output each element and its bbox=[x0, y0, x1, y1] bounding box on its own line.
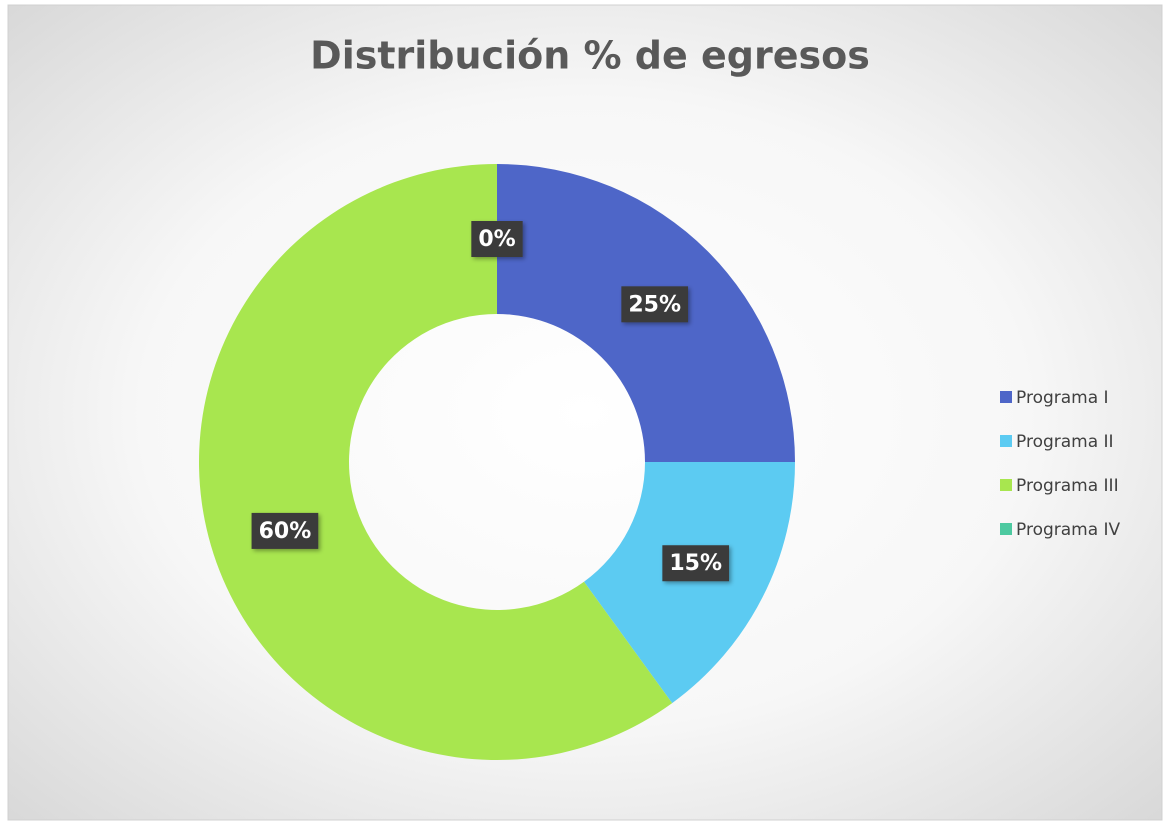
data-label-box bbox=[471, 221, 523, 257]
data-label-box bbox=[251, 512, 319, 549]
legend-swatch bbox=[1000, 435, 1012, 447]
data-label-box bbox=[621, 286, 689, 323]
data-label-text: 25% bbox=[628, 292, 681, 317]
legend-swatch bbox=[1000, 391, 1012, 403]
data-label-text: 60% bbox=[259, 519, 312, 544]
legend-swatch bbox=[1000, 523, 1012, 535]
legend-swatch bbox=[1000, 479, 1012, 491]
legend-label: Programa III bbox=[1016, 476, 1119, 496]
slice bbox=[199, 164, 673, 760]
data-label: 0% bbox=[471, 221, 523, 257]
legend-label: Programa IV bbox=[1016, 520, 1121, 540]
legend-label: Programa I bbox=[1016, 388, 1109, 408]
data-label: 60% bbox=[251, 512, 319, 549]
legend-label: Programa II bbox=[1016, 432, 1114, 452]
data-label-text: 0% bbox=[478, 227, 515, 252]
data-label-box bbox=[662, 545, 730, 582]
data-label-text: 15% bbox=[669, 551, 722, 576]
slice bbox=[583, 462, 796, 704]
data-label: 25% bbox=[621, 286, 689, 323]
chart-title: Distribución % de egresos bbox=[310, 34, 870, 78]
data-label: 15% bbox=[662, 545, 730, 582]
